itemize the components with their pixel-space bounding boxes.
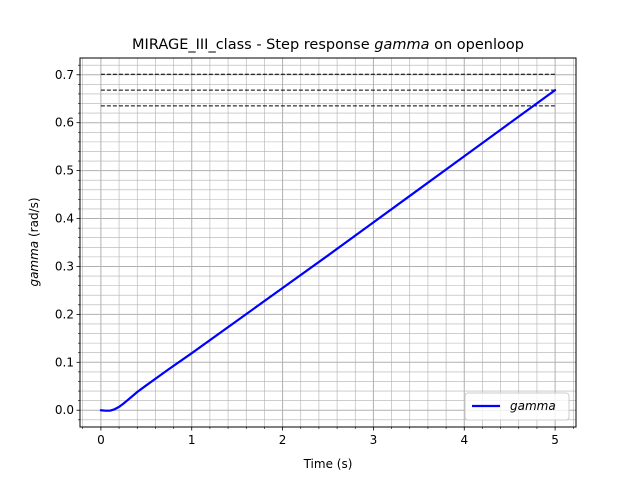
x-tick-label: 5 — [551, 433, 559, 447]
legend-box — [464, 392, 570, 421]
y-tick-label: 0.0 — [55, 403, 74, 417]
reference-lines — [100, 73, 556, 107]
x-tick-label: 1 — [188, 433, 196, 447]
y-tick-label: 0.2 — [55, 307, 74, 321]
y-tick-label: 0.5 — [55, 164, 74, 178]
x-axis-ticks: 0 1 2 3 4 5 — [82, 427, 574, 447]
y-axis-label: gamma (rad/s) — [27, 197, 41, 286]
x-tick-label: 3 — [370, 433, 378, 447]
chart-title-prefix: MIRAGE_III_class - Step response — [132, 37, 374, 53]
minor-grid — [80, 58, 576, 427]
chart-title-var: gamma — [374, 37, 429, 53]
series-line-gamma — [99, 89, 557, 412]
y-tick-label: 0.6 — [55, 116, 74, 130]
y-axis-label-var: gamma — [27, 241, 41, 287]
x-axis-label: Time (s) — [303, 457, 353, 471]
y-tick-label: 0.1 — [55, 355, 74, 369]
legend-label-gamma: gamma — [510, 399, 556, 413]
x-tick-label: 0 — [97, 433, 105, 447]
y-tick-label: 0.7 — [55, 68, 74, 82]
plot-frame — [79, 57, 577, 428]
y-tick-label: 0.4 — [55, 212, 74, 226]
x-tick-label: 4 — [460, 433, 468, 447]
series-layer — [99, 89, 557, 412]
y-axis-ticks: 0.0 0.1 0.2 0.3 0.4 0.5 0.6 0.7 — [55, 64, 80, 421]
x-tick-label: 2 — [279, 433, 287, 447]
y-tick-label: 0.3 — [55, 259, 74, 273]
chart-title: MIRAGE_III_class - Step response gamma o… — [132, 37, 524, 53]
chart-title-suffix: on openloop — [429, 37, 523, 53]
legend: gamma — [464, 392, 570, 421]
y-axis-label-unit: (rad/s) — [27, 197, 41, 240]
